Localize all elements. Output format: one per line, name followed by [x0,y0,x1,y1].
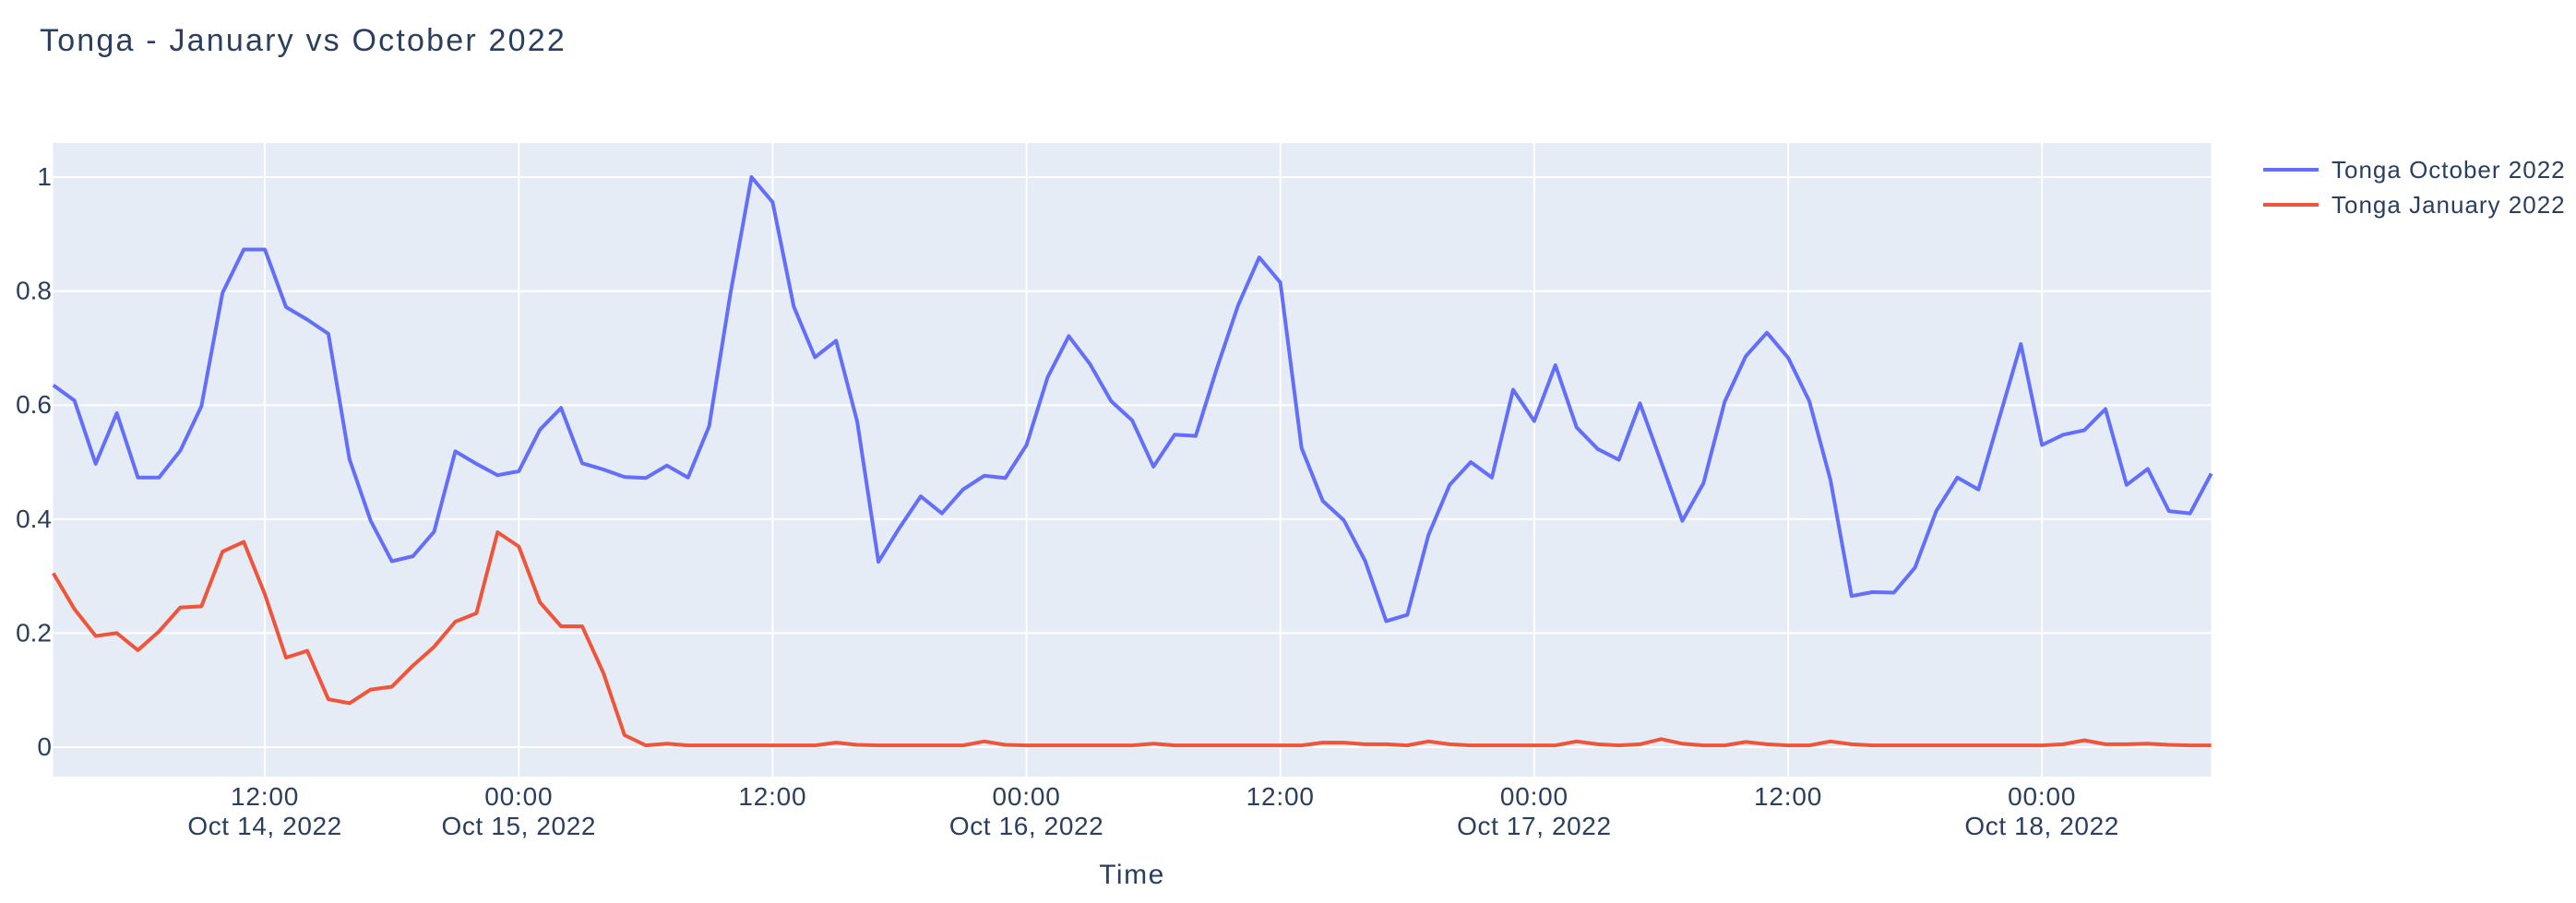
svg-text:0.8: 0.8 [16,277,52,305]
svg-text:00:00: 00:00 [993,782,1061,811]
svg-text:Time: Time [1099,860,1165,890]
svg-text:12:00: 12:00 [231,782,299,811]
svg-text:00:00: 00:00 [2008,782,2076,811]
svg-text:Tonga October 2022: Tonga October 2022 [2332,156,2566,184]
svg-text:Oct 16, 2022: Oct 16, 2022 [949,812,1104,840]
svg-text:0.2: 0.2 [16,618,52,647]
svg-text:12:00: 12:00 [1754,782,1822,811]
svg-text:Oct 18, 2022: Oct 18, 2022 [1964,812,2119,840]
svg-text:Tonga January 2022: Tonga January 2022 [2332,191,2566,219]
svg-text:0.4: 0.4 [16,505,52,533]
svg-text:Tonga - January vs October 202: Tonga - January vs October 2022 [40,23,566,58]
svg-text:0.6: 0.6 [16,390,52,419]
svg-text:12:00: 12:00 [1246,782,1315,811]
svg-text:12:00: 12:00 [738,782,806,811]
svg-text:1: 1 [37,162,52,191]
svg-text:Oct 17, 2022: Oct 17, 2022 [1457,812,1612,840]
svg-text:Oct 15, 2022: Oct 15, 2022 [442,812,597,840]
svg-text:00:00: 00:00 [1500,782,1568,811]
svg-text:00:00: 00:00 [484,782,553,811]
svg-text:0: 0 [37,732,52,761]
svg-text:Oct 14, 2022: Oct 14, 2022 [187,812,342,840]
